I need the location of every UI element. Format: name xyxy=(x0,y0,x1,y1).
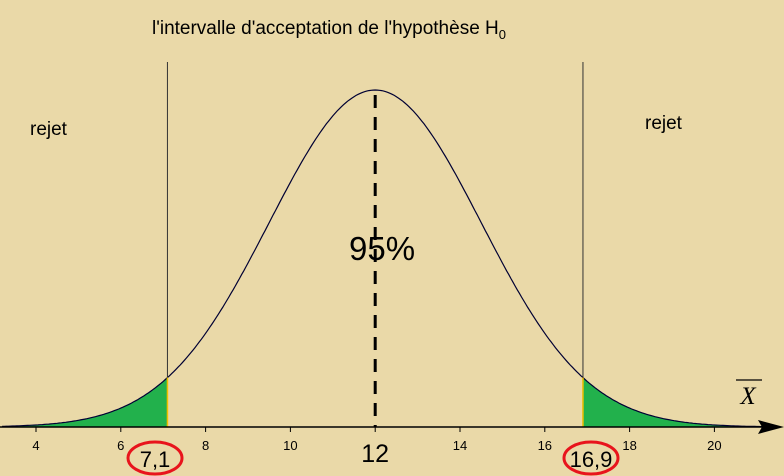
mean-label: 12 xyxy=(361,440,389,468)
x-tick-label: 18 xyxy=(622,438,636,453)
x-tick-label: 10 xyxy=(283,438,297,453)
rejection-area-right xyxy=(582,377,778,427)
lower-bound-label: 7,1 xyxy=(140,447,171,472)
axis-variable-label: X xyxy=(739,383,757,410)
x-tick-label: 4 xyxy=(32,438,39,453)
diagram-title: l'intervalle d'acceptation de l'hypothès… xyxy=(152,18,506,42)
reject-label-right: rejet xyxy=(645,113,682,134)
x-tick-label: 6 xyxy=(117,438,124,453)
lower-bound-circle xyxy=(126,440,184,476)
x-tick-label: 8 xyxy=(202,438,209,453)
reject-label-left: rejet xyxy=(30,119,67,140)
x-tick-label: 20 xyxy=(707,438,721,453)
x-tick-label: 16 xyxy=(538,438,552,453)
upper-bound-label: 16,9 xyxy=(570,447,613,472)
density-curve xyxy=(2,89,776,428)
rejection-area-left xyxy=(2,377,168,427)
x-axis-arrow-icon xyxy=(758,420,784,434)
x-tick-label: 14 xyxy=(453,438,467,453)
acceptance-percent: 95% xyxy=(349,230,416,267)
upper-bound-circle xyxy=(562,440,620,476)
